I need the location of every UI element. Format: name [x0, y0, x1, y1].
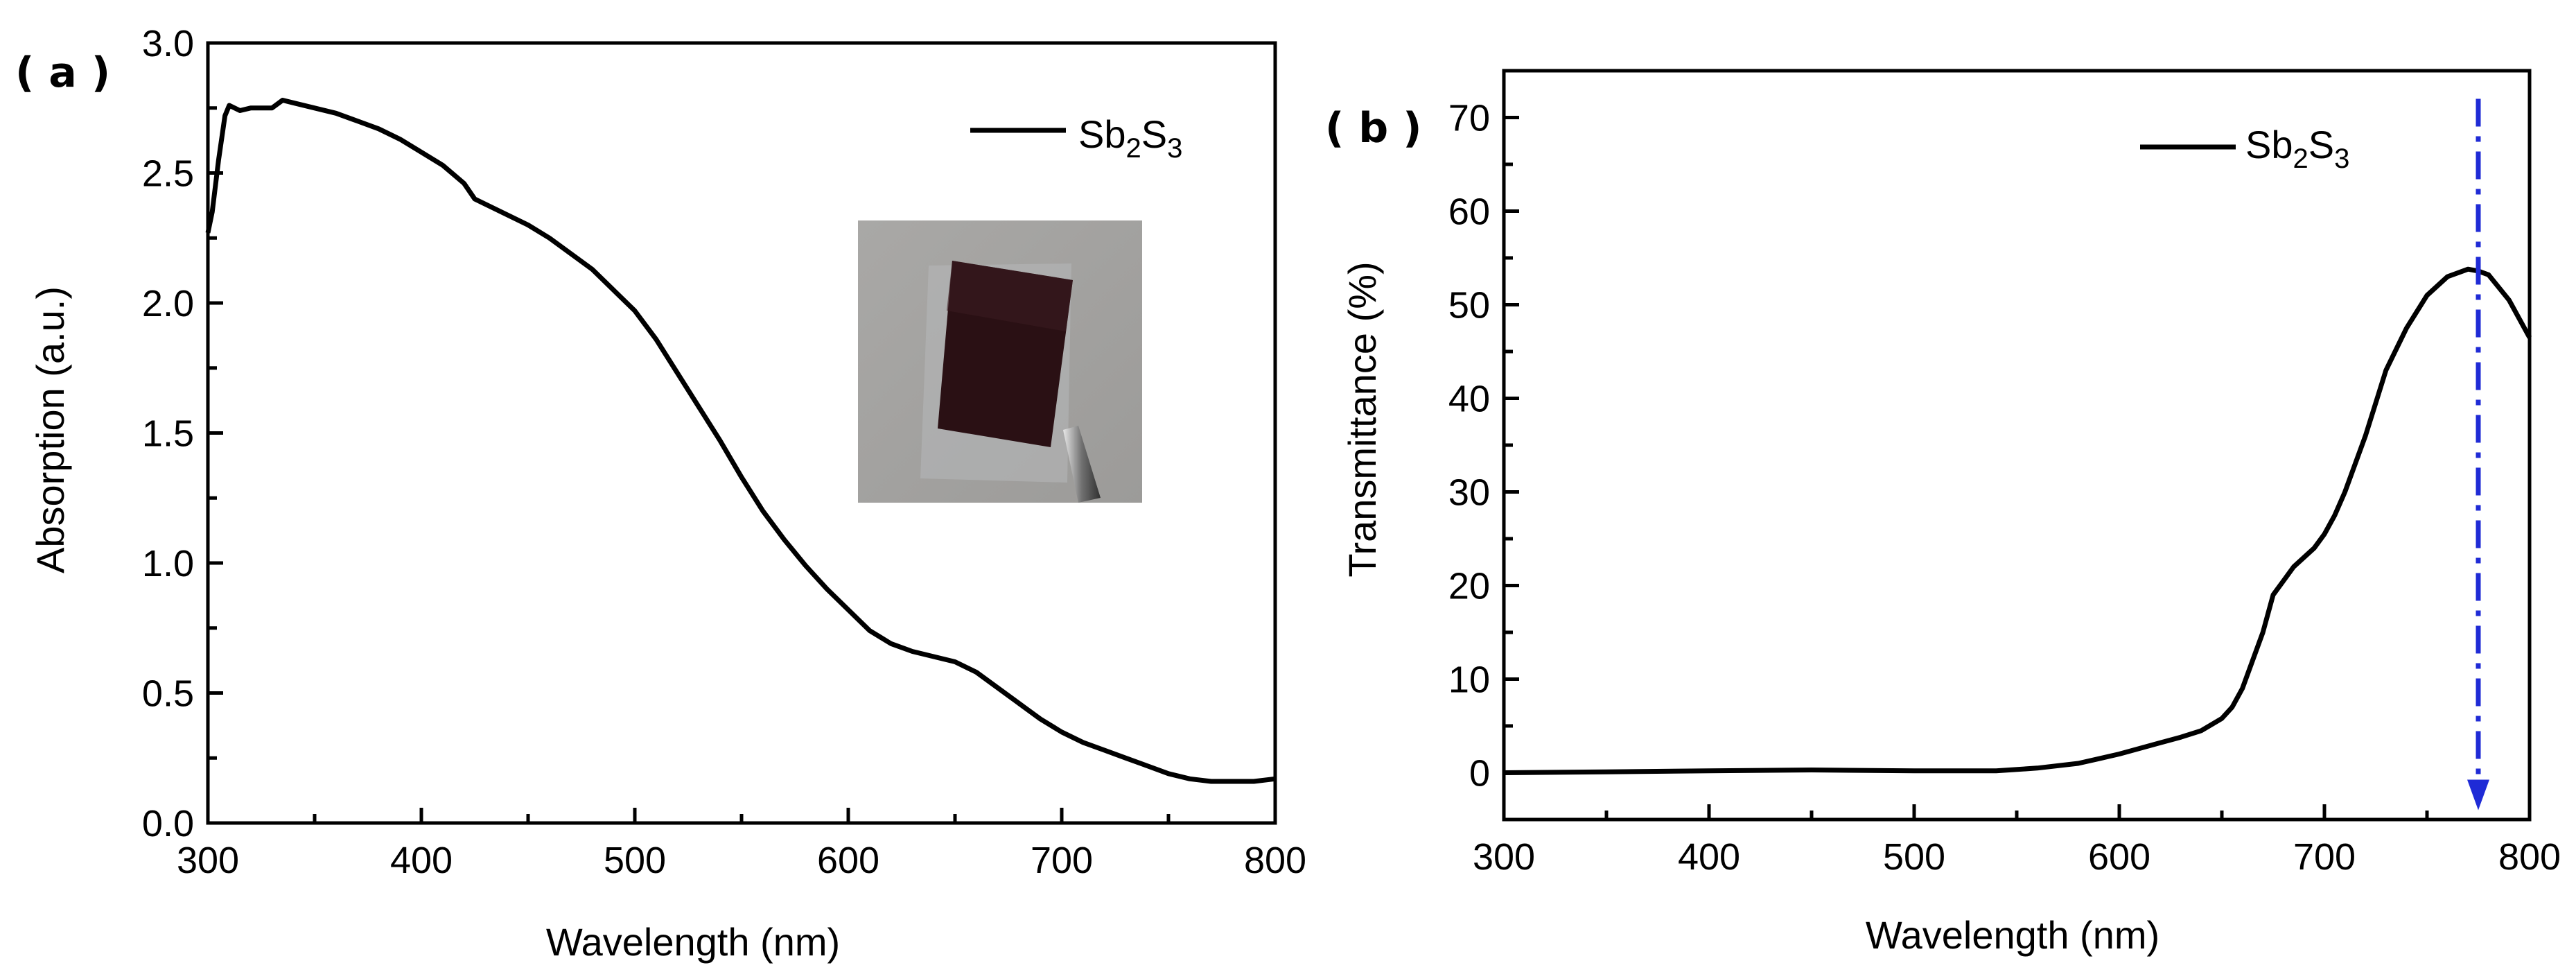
x-tick-label: 300 — [177, 840, 239, 881]
y-tick-label: 1.0 — [142, 543, 194, 584]
y-tick-label: 3.0 — [142, 23, 194, 64]
panel-a-y-axis-title: Absorption (a.u.) — [28, 286, 72, 573]
panel-b-legend: Sb2S3 — [2140, 123, 2349, 174]
y-tick-label: 60 — [1448, 191, 1490, 233]
panel-a-legend: Sb2S3 — [970, 112, 1182, 164]
x-tick-label: 400 — [1678, 836, 1740, 878]
sample-photo-inset — [858, 220, 1142, 503]
panel-a-ticks: 300 400 500 600 700 800 0.0 0.5 1.0 1.5 2.0 2.5 3.0 — [142, 23, 1306, 881]
y-tick-label: 2.0 — [142, 283, 194, 324]
legend-b-label: Sb2S3 — [2245, 123, 2349, 174]
x-tick-label: 700 — [1031, 840, 1093, 881]
y-tick-label: 50 — [1448, 285, 1490, 327]
x-tick-label: 600 — [817, 840, 879, 881]
y-tick-label: 70 — [1448, 98, 1490, 139]
series-line-sb2s3 — [205, 98, 1276, 784]
y-tick-label: 10 — [1448, 659, 1490, 701]
x-tick-label: 300 — [1473, 836, 1535, 878]
y-tick-label: 20 — [1448, 566, 1490, 607]
panel-b-label: ( b ) — [1325, 104, 1422, 153]
y-tick-label: 2.5 — [142, 153, 194, 195]
series-line-sb2s3 — [1503, 266, 2532, 775]
annotation-arrow-head — [2467, 779, 2489, 811]
y-tick-label: 1.5 — [142, 413, 194, 455]
legend-a-label: Sb2S3 — [1078, 112, 1182, 164]
plot-frame — [206, 41, 1277, 825]
y-tick-label: 30 — [1448, 472, 1490, 514]
panel-a-absorption-chart: ( a ) 300 400 500 600 700 800 0.0 0.5 1.0 1.5 2.0 2… — [15, 23, 1306, 964]
y-tick-label: 0.5 — [142, 673, 194, 715]
panel-a-x-axis-title: Wavelength (nm) — [546, 920, 840, 964]
panel-a-label: ( a ) — [15, 49, 110, 97]
x-tick-label: 400 — [390, 840, 453, 881]
y-tick-label: 0.0 — [142, 803, 194, 844]
x-tick-label: 500 — [604, 840, 666, 881]
y-tick-label: 40 — [1448, 379, 1490, 420]
x-tick-label: 600 — [2088, 836, 2150, 878]
x-tick-label: 800 — [2498, 836, 2561, 878]
x-tick-label: 700 — [2293, 836, 2356, 878]
y-tick-label: 0 — [1469, 753, 1490, 795]
panel-b-x-axis-title: Wavelength (nm) — [1866, 913, 2159, 957]
plot-frame — [1502, 69, 2532, 822]
x-tick-label: 800 — [1244, 840, 1306, 881]
x-tick-label: 500 — [1883, 836, 1945, 878]
panel-b-transmittance-chart: ( b ) 300 400 500 600 700 800010203040506070 … — [1325, 69, 2561, 957]
panel-b-y-axis-title: Transmittance (%) — [1340, 261, 1384, 577]
panel-b-ticks: 300 400 500 600 700 800 0 10 20 30 40 50 60 70 — [1448, 69, 2561, 878]
